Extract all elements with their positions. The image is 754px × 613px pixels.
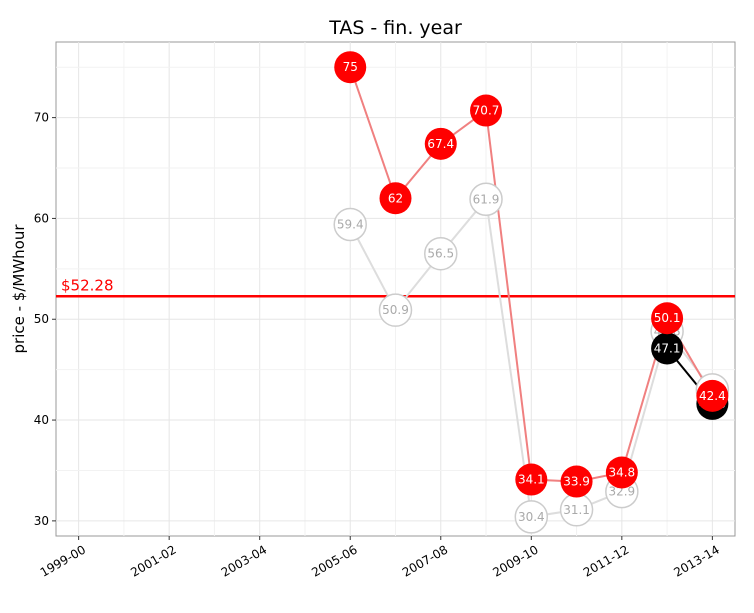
data-label: 32.9 (608, 485, 635, 499)
data-point-marker (696, 379, 729, 412)
data-point-marker (469, 182, 503, 217)
data-point-marker (378, 293, 413, 327)
data-point: 30.4 (514, 500, 549, 534)
data-point: 59.4 (333, 207, 367, 242)
data-point: 34.1 (515, 463, 548, 496)
data-point: 42.4 (696, 379, 729, 412)
data-point: 50.1 (651, 302, 684, 335)
y-axis-label: price - $/MWhour (10, 224, 28, 354)
data-point-marker (424, 127, 457, 160)
data-point-marker (424, 236, 458, 271)
data-point: 75 (334, 51, 367, 84)
chart-title: TAS - fin. year (328, 17, 462, 39)
data-point: 61.9 (469, 182, 503, 217)
data-label: 75 (343, 60, 358, 74)
data-label: 50.9 (382, 303, 409, 317)
data-point-marker (515, 463, 548, 496)
y-tick-label: 40 (34, 413, 49, 427)
reference-line-label: $52.28 (61, 276, 114, 294)
data-point-marker (651, 332, 684, 365)
data-point-marker (560, 465, 593, 498)
data-label: 42.4 (699, 389, 726, 403)
data-point: 34.8 (605, 456, 638, 489)
data-point-marker (514, 500, 549, 534)
data-point: 33.9 (560, 465, 593, 498)
data-point-marker (334, 51, 367, 84)
data-label: 31.1 (563, 503, 590, 517)
y-tick-label: 70 (34, 111, 49, 125)
data-label: 30.4 (518, 510, 545, 524)
data-label: 50.1 (654, 311, 681, 325)
y-axis-ticks: 30 40 50 60 70 (34, 111, 56, 528)
data-point-marker (333, 207, 367, 242)
data-point-marker (651, 302, 684, 335)
y-tick-label: 60 (34, 211, 49, 225)
data-label: 56.5 (427, 247, 454, 261)
y-tick-label: 50 (34, 312, 49, 326)
data-label: 61.9 (473, 192, 500, 206)
data-label: 59.4 (337, 217, 364, 231)
data-label: 67.4 (427, 137, 454, 151)
data-point: 70.7 (470, 94, 503, 127)
data-label: 70.7 (473, 104, 500, 118)
data-point: 56.5 (424, 236, 458, 271)
y-tick-label: 30 (34, 514, 49, 528)
gridlines (56, 42, 735, 536)
data-label: 47.1 (654, 341, 681, 355)
data-label: 34.1 (518, 473, 545, 487)
data-label: 33.9 (563, 475, 590, 489)
series-points: 59.450.956.561.930.431.132.948.847.141.6… (333, 51, 730, 534)
data-label: 62 (388, 191, 403, 205)
data-point-marker (379, 182, 412, 215)
data-point: 67.4 (424, 127, 457, 160)
data-point: 62 (379, 182, 412, 215)
data-point: 31.1 (559, 493, 594, 527)
data-point: 50.9 (378, 293, 413, 327)
data-point-marker (470, 94, 503, 127)
data-label: 34.8 (608, 465, 635, 479)
data-point-marker (605, 456, 638, 489)
data-point: 47.1 (651, 332, 684, 365)
